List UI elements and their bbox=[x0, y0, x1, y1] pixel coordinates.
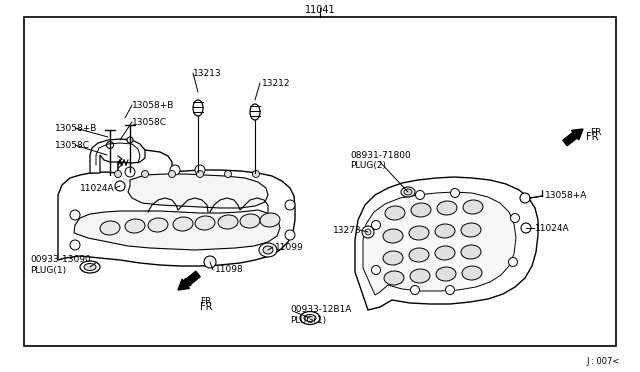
Polygon shape bbox=[363, 192, 516, 295]
Circle shape bbox=[445, 285, 454, 295]
Text: 13212: 13212 bbox=[262, 78, 291, 87]
Ellipse shape bbox=[435, 246, 455, 260]
Circle shape bbox=[410, 285, 419, 295]
Text: FR: FR bbox=[200, 302, 212, 312]
Circle shape bbox=[285, 200, 295, 210]
Text: 13058+A: 13058+A bbox=[545, 190, 588, 199]
Ellipse shape bbox=[383, 229, 403, 243]
Ellipse shape bbox=[436, 267, 456, 281]
Circle shape bbox=[511, 214, 520, 222]
Circle shape bbox=[371, 266, 381, 275]
Ellipse shape bbox=[383, 251, 403, 265]
Ellipse shape bbox=[385, 206, 405, 220]
Text: 13213: 13213 bbox=[193, 68, 221, 77]
Circle shape bbox=[196, 170, 204, 177]
Ellipse shape bbox=[404, 189, 412, 195]
Polygon shape bbox=[58, 150, 295, 266]
Text: 13058+B: 13058+B bbox=[132, 100, 174, 109]
Circle shape bbox=[520, 193, 530, 203]
Ellipse shape bbox=[173, 217, 193, 231]
Circle shape bbox=[127, 137, 133, 143]
Ellipse shape bbox=[411, 203, 431, 217]
Ellipse shape bbox=[100, 221, 120, 235]
Ellipse shape bbox=[384, 271, 404, 285]
Ellipse shape bbox=[84, 263, 96, 270]
Circle shape bbox=[253, 170, 259, 177]
Circle shape bbox=[451, 189, 460, 198]
Text: 13058C: 13058C bbox=[132, 118, 167, 126]
Circle shape bbox=[170, 165, 180, 175]
Ellipse shape bbox=[304, 314, 316, 321]
Bar bbox=[24, 17, 616, 346]
Ellipse shape bbox=[300, 311, 320, 324]
Ellipse shape bbox=[437, 201, 457, 215]
Text: FR: FR bbox=[590, 128, 602, 137]
Ellipse shape bbox=[401, 187, 415, 197]
Ellipse shape bbox=[195, 216, 215, 230]
Text: PLUG(1): PLUG(1) bbox=[30, 266, 66, 275]
Circle shape bbox=[141, 170, 148, 177]
Ellipse shape bbox=[259, 243, 277, 257]
Text: 13058C: 13058C bbox=[55, 141, 90, 150]
Ellipse shape bbox=[80, 261, 100, 273]
Ellipse shape bbox=[461, 223, 481, 237]
FancyArrow shape bbox=[563, 129, 583, 146]
Ellipse shape bbox=[218, 215, 238, 229]
Ellipse shape bbox=[260, 213, 280, 227]
Circle shape bbox=[70, 240, 80, 250]
Polygon shape bbox=[128, 174, 268, 208]
Ellipse shape bbox=[435, 224, 455, 238]
Ellipse shape bbox=[463, 200, 483, 214]
Text: PLUG(1): PLUG(1) bbox=[290, 315, 326, 324]
Circle shape bbox=[521, 223, 531, 233]
Text: 11099: 11099 bbox=[275, 243, 304, 251]
Ellipse shape bbox=[240, 214, 260, 228]
Text: 11024A: 11024A bbox=[80, 183, 115, 192]
Text: 00933-13090: 00933-13090 bbox=[30, 256, 91, 264]
Circle shape bbox=[168, 170, 175, 177]
Circle shape bbox=[106, 141, 113, 148]
Ellipse shape bbox=[250, 104, 260, 120]
Text: 13058+B: 13058+B bbox=[55, 124, 97, 132]
Circle shape bbox=[195, 165, 205, 175]
Text: 11024A: 11024A bbox=[535, 224, 570, 232]
Circle shape bbox=[125, 167, 135, 177]
Text: FR: FR bbox=[586, 132, 598, 142]
Circle shape bbox=[204, 256, 216, 268]
Text: PLUG(2): PLUG(2) bbox=[350, 160, 386, 170]
Ellipse shape bbox=[409, 226, 429, 240]
Circle shape bbox=[70, 210, 80, 220]
Text: 11098: 11098 bbox=[215, 266, 244, 275]
Circle shape bbox=[509, 257, 518, 266]
Circle shape bbox=[115, 170, 122, 177]
Ellipse shape bbox=[462, 266, 482, 280]
Circle shape bbox=[285, 230, 295, 240]
Ellipse shape bbox=[125, 219, 145, 233]
Circle shape bbox=[225, 170, 232, 177]
Text: FR: FR bbox=[200, 298, 211, 307]
Circle shape bbox=[371, 221, 381, 230]
Ellipse shape bbox=[193, 100, 203, 116]
Text: 13273: 13273 bbox=[333, 225, 362, 234]
Ellipse shape bbox=[263, 246, 273, 254]
Text: J : 007<: J : 007< bbox=[587, 357, 620, 366]
Text: 08931-71800: 08931-71800 bbox=[350, 151, 411, 160]
Circle shape bbox=[365, 229, 371, 235]
Polygon shape bbox=[355, 177, 538, 310]
Ellipse shape bbox=[148, 218, 168, 232]
Ellipse shape bbox=[409, 248, 429, 262]
Ellipse shape bbox=[461, 245, 481, 259]
Circle shape bbox=[415, 190, 424, 199]
Ellipse shape bbox=[410, 269, 430, 283]
Circle shape bbox=[115, 181, 125, 191]
Text: 11041: 11041 bbox=[305, 5, 335, 15]
Polygon shape bbox=[90, 139, 145, 173]
Polygon shape bbox=[74, 210, 280, 250]
Text: 00933-12B1A: 00933-12B1A bbox=[290, 305, 351, 314]
FancyArrow shape bbox=[178, 271, 200, 290]
Circle shape bbox=[362, 226, 374, 238]
